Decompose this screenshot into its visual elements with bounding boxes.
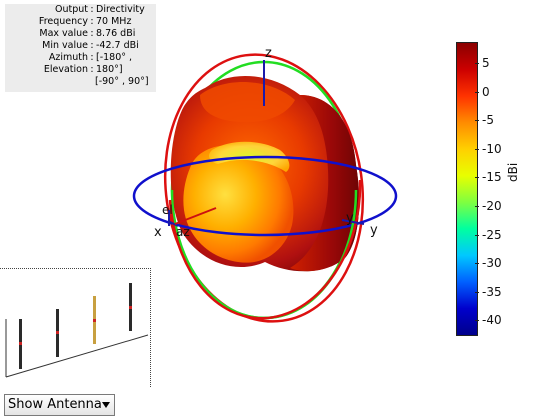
info-value: 180°] bbox=[96, 64, 123, 75]
info-separator: : bbox=[90, 52, 94, 63]
info-key: Frequency bbox=[38, 16, 88, 27]
azimuth-label: az bbox=[176, 225, 190, 239]
info-separator: : bbox=[90, 16, 94, 27]
show-antenna-label: Show Antenna bbox=[8, 397, 102, 412]
antenna-ground-line bbox=[5, 334, 149, 378]
colorbar-tick: 0 bbox=[475, 84, 490, 99]
azimuth-indicator-line bbox=[174, 207, 217, 225]
colorbar-tick: -15 bbox=[475, 170, 502, 185]
colorbar-tick: -40 bbox=[475, 313, 502, 328]
info-row: Elevation:180°] bbox=[5, 64, 156, 76]
feed-point-2 bbox=[56, 331, 59, 334]
info-key: Max value bbox=[39, 28, 88, 39]
info-key: Azimuth bbox=[48, 52, 88, 63]
pattern-lobe-front bbox=[183, 145, 294, 263]
ring-back-red bbox=[163, 53, 365, 323]
ring-azimuth-blue bbox=[132, 155, 398, 237]
axis-x-label: x bbox=[154, 225, 162, 240]
info-separator: : bbox=[90, 64, 94, 75]
pattern-top-lobe bbox=[200, 82, 295, 123]
info-row: Max value:8.76 dBi bbox=[5, 28, 156, 40]
info-value: 8.76 dBi bbox=[96, 28, 136, 39]
colorbar-tick: -35 bbox=[475, 284, 502, 299]
axis-z-label: z bbox=[265, 46, 272, 61]
show-antenna-dropdown[interactable]: Show Antenna bbox=[4, 394, 115, 416]
colorbar-label: dBi bbox=[506, 162, 520, 182]
colorbar-tick: -10 bbox=[475, 141, 502, 156]
axis-y-label: y bbox=[370, 223, 378, 238]
info-value: Directivity bbox=[96, 4, 145, 15]
colorbar-tick: 5 bbox=[475, 56, 490, 70]
info-row: Min value: -42.7 dBi bbox=[5, 40, 156, 52]
info-key: Output bbox=[55, 4, 88, 15]
colorbar-tick: -5 bbox=[475, 113, 494, 128]
axis-y-label-inner: y bbox=[346, 211, 354, 226]
info-value: -42.7 dBi bbox=[96, 40, 139, 51]
ring-front-red bbox=[168, 179, 362, 320]
feed-point-4 bbox=[129, 306, 132, 309]
axis-y-line bbox=[341, 219, 365, 225]
info-panel: Output: Directivity Frequency:70 MHz Max va… bbox=[5, 4, 156, 92]
elevation-label: el bbox=[162, 203, 173, 217]
feed-point-3 bbox=[93, 319, 96, 322]
antenna-preview bbox=[0, 268, 151, 387]
info-value: [-180° , bbox=[96, 52, 133, 63]
colorbar-tick: -25 bbox=[475, 227, 502, 242]
info-value: 70 MHz bbox=[96, 16, 132, 27]
feed-point-1 bbox=[19, 342, 22, 345]
info-separator: : bbox=[90, 28, 94, 39]
colorbar-tick: -30 bbox=[475, 256, 502, 271]
info-row: Azimuth: [-180° , bbox=[5, 52, 156, 64]
info-separator: : bbox=[90, 4, 94, 15]
info-key: Elevation bbox=[43, 64, 88, 75]
info-row: Output: Directivity bbox=[5, 4, 156, 16]
info-continuation: [-90° , 90°] bbox=[95, 76, 149, 87]
colorbar-tick: -20 bbox=[475, 199, 502, 213]
info-key: Min value bbox=[42, 40, 88, 51]
chevron-down-icon[interactable] bbox=[102, 402, 110, 408]
info-separator: : bbox=[90, 40, 94, 51]
colorbar bbox=[456, 42, 478, 336]
info-row: Frequency:70 MHz bbox=[5, 16, 156, 28]
